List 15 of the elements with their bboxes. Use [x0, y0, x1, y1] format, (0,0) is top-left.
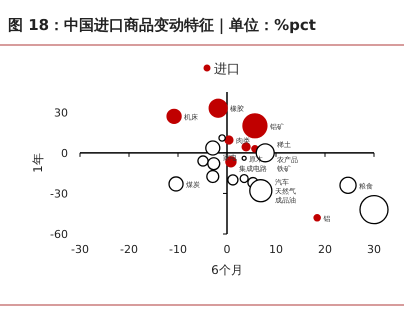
y-tick-label: 0	[61, 146, 68, 160]
y-axis-title: 1年	[31, 153, 45, 173]
x-tick-label: 20	[318, 243, 332, 256]
x-tick-label: 10	[269, 243, 283, 256]
y-tick-label: -60	[50, 228, 68, 241]
chart-title: 图 18：中国进口商品变动特征｜单位：%pct	[8, 16, 316, 35]
x-tick-label: -10	[169, 243, 187, 256]
x-tick-label: -20	[120, 243, 138, 256]
x-tick-label: 30	[367, 243, 381, 256]
legend-label: 进口	[214, 62, 240, 77]
y-tick-label: 30	[54, 106, 68, 120]
x-tick-label: 0	[224, 243, 230, 256]
y-tick-label: -30	[50, 187, 68, 200]
x-tick-label: -30	[71, 243, 89, 256]
x-axis-title: 6个月	[211, 263, 243, 277]
